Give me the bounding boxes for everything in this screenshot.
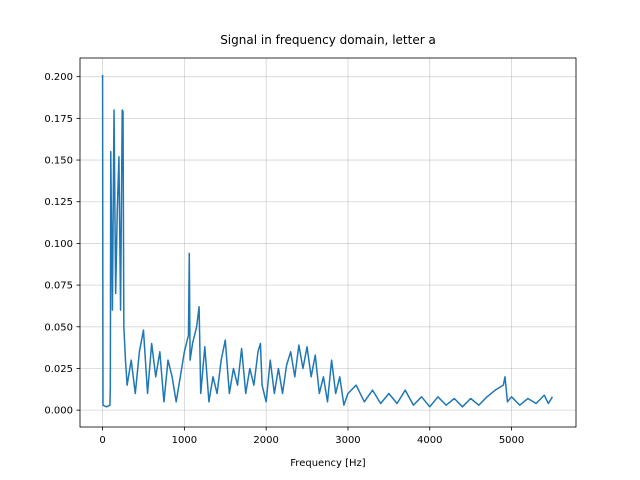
x-tick-label: 3000: [335, 435, 360, 446]
x-tick-label: 0: [99, 435, 105, 446]
y-tick-label: 0.000: [44, 406, 73, 417]
x-tick-label: 2000: [253, 435, 278, 446]
x-tick-label: 1000: [172, 435, 197, 446]
y-tick-label: 0.100: [44, 239, 73, 250]
x-tick-label: 5000: [499, 435, 524, 446]
x-axis-label: Frequency [Hz]: [290, 458, 366, 469]
y-tick-label: 0.075: [44, 281, 73, 292]
y-tick-label: 0.050: [44, 322, 73, 333]
x-tick-label: 4000: [417, 435, 442, 446]
y-tick-label: 0.150: [44, 156, 73, 167]
y-tick-label: 0.175: [44, 114, 73, 125]
line-series: [101, 75, 554, 408]
axes-frame: [79, 57, 577, 428]
chart-title: Signal in frequency domain, letter a: [220, 33, 436, 47]
y-tick-label: 0.025: [44, 364, 73, 375]
y-tick-label: 0.125: [44, 197, 73, 208]
y-tick-label: 0.200: [44, 72, 73, 83]
